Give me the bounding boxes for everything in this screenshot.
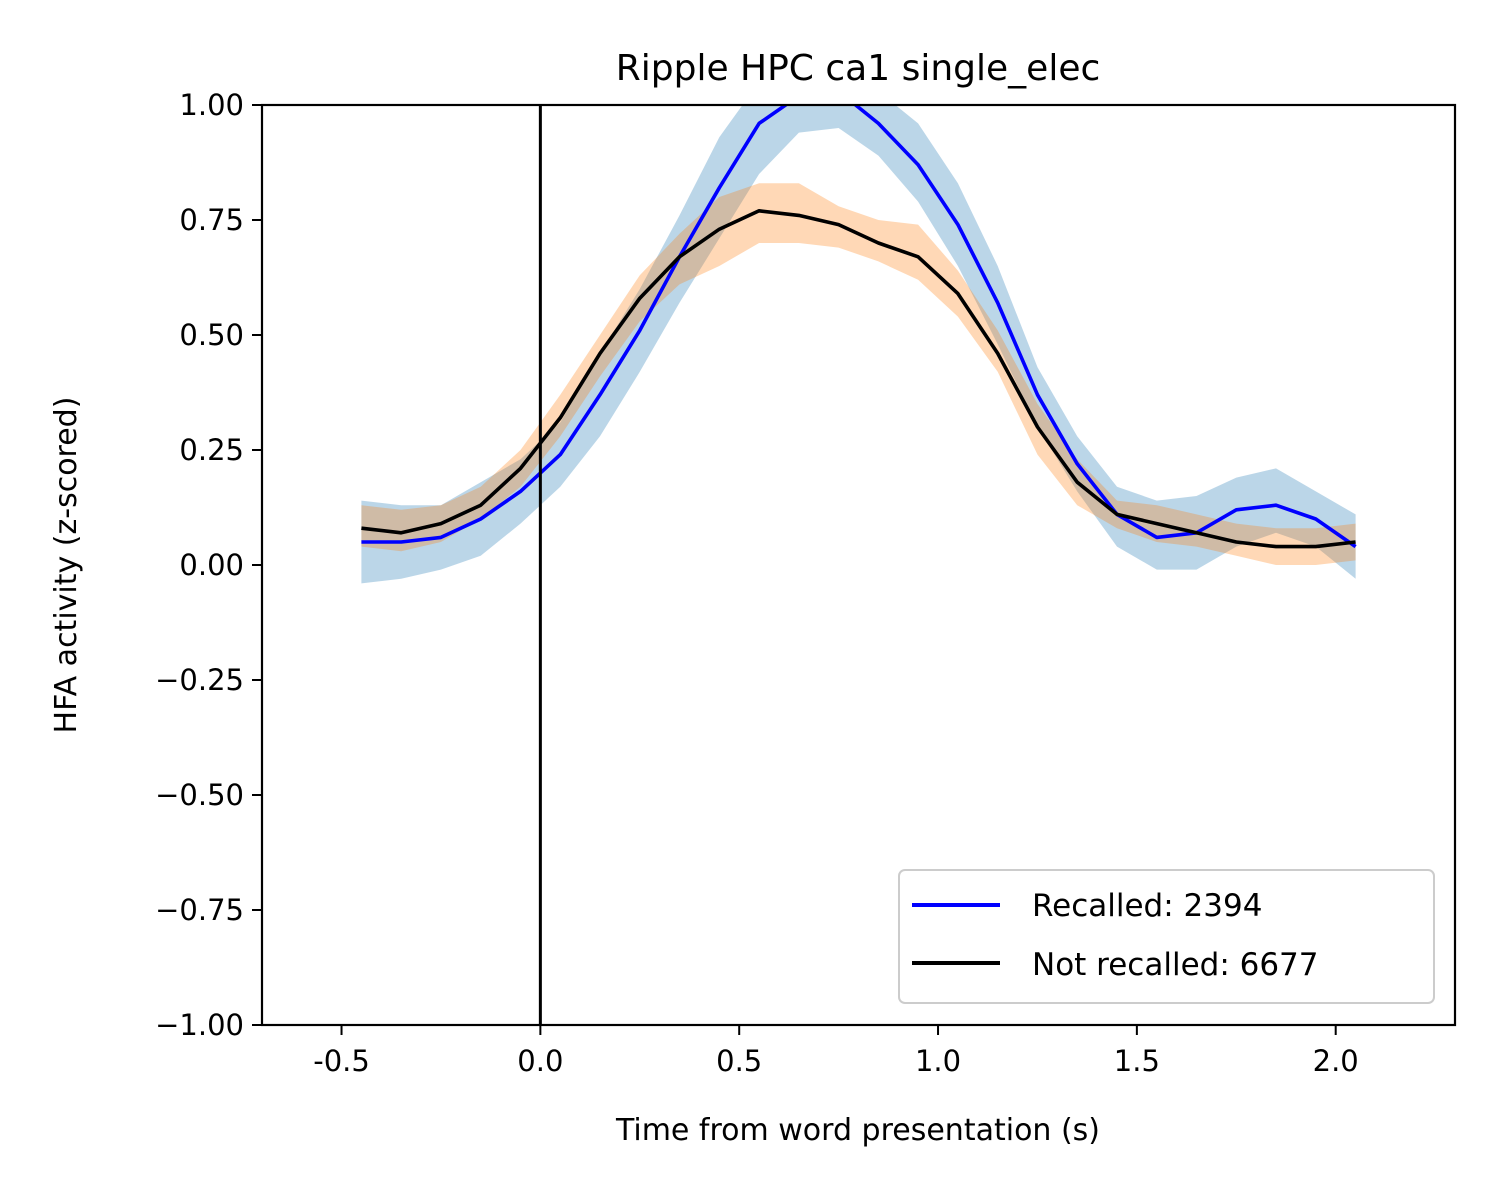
x-tick-label: 1.0 [915, 1044, 961, 1078]
y-tick-label: 0.25 [179, 433, 244, 467]
y-axis-ticks: −1.00 −0.75 −0.50 −0.25 0.00 0.25 0.50 0.75 1.00 [155, 88, 262, 1042]
legend-box [898, 869, 1435, 1004]
chart-title: Ripple HPC ca1 single_elec [616, 48, 1101, 89]
y-tick-label: −1.00 [155, 1008, 244, 1042]
y-tick-label: −0.75 [155, 893, 244, 927]
legend-label-not-recalled: Not recalled: 6677 [1032, 947, 1319, 983]
confidence-bands [361, 105, 1356, 584]
x-tick-label: 1.5 [1114, 1044, 1160, 1078]
x-tick-label: 0.5 [716, 1044, 762, 1078]
legend: Recalled: 2394 Not recalled: 6677 [898, 869, 1435, 1004]
y-tick-label: 1.00 [179, 88, 244, 122]
x-tick-label: 2.0 [1313, 1044, 1359, 1078]
y-tick-label: −0.50 [155, 778, 244, 812]
x-axis-label: Time from word presentation (s) [615, 1113, 1100, 1148]
y-tick-label: −0.25 [155, 663, 244, 697]
y-tick-label: 0.75 [179, 203, 244, 237]
legend-label-recalled: Recalled: 2394 [1032, 888, 1262, 924]
y-axis-label: HFA activity (z-scored) [49, 397, 84, 734]
x-tick-label: -0.5 [313, 1044, 370, 1078]
y-tick-label: 0.00 [179, 548, 244, 582]
confidence-band-0 [361, 105, 1356, 584]
x-tick-label: 0.0 [517, 1044, 563, 1078]
series-line-0 [361, 105, 1357, 549]
series-line-1 [361, 209, 1356, 549]
y-tick-label: 0.50 [179, 318, 244, 352]
series-lines [361, 105, 1357, 549]
x-axis-ticks: -0.5 0.0 0.5 1.0 1.5 2.0 [313, 1025, 1359, 1078]
